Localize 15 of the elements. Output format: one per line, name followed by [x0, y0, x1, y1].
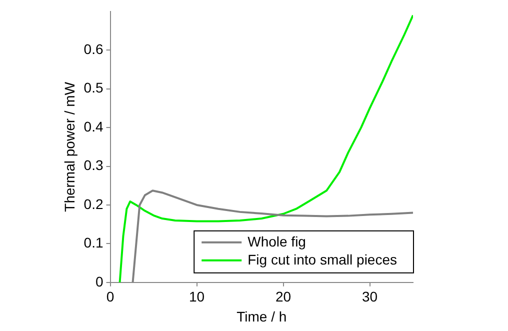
x-tick-label: 30: [362, 288, 378, 305]
legend-label: Whole fig: [248, 233, 306, 250]
y-axis-title: Thermal power / mW: [61, 81, 78, 212]
x-tick-label: 20: [275, 288, 292, 305]
y-tick-label: 0.3: [84, 157, 104, 174]
y-tick-label: 0.1: [84, 234, 104, 251]
x-tick-label: 0: [106, 288, 114, 305]
y-tick-label: 0.6: [84, 40, 104, 57]
legend-label: Fig cut into small pieces: [248, 251, 398, 268]
y-tick-label: 0.5: [84, 80, 104, 96]
y-tick-label: 0: [95, 273, 104, 290]
y-tick-label: 0.4: [84, 118, 104, 134]
x-axis-title: Time / h: [236, 308, 287, 324]
x-tick-label: 10: [188, 288, 205, 305]
y-tick-label: 0.2: [84, 196, 104, 212]
